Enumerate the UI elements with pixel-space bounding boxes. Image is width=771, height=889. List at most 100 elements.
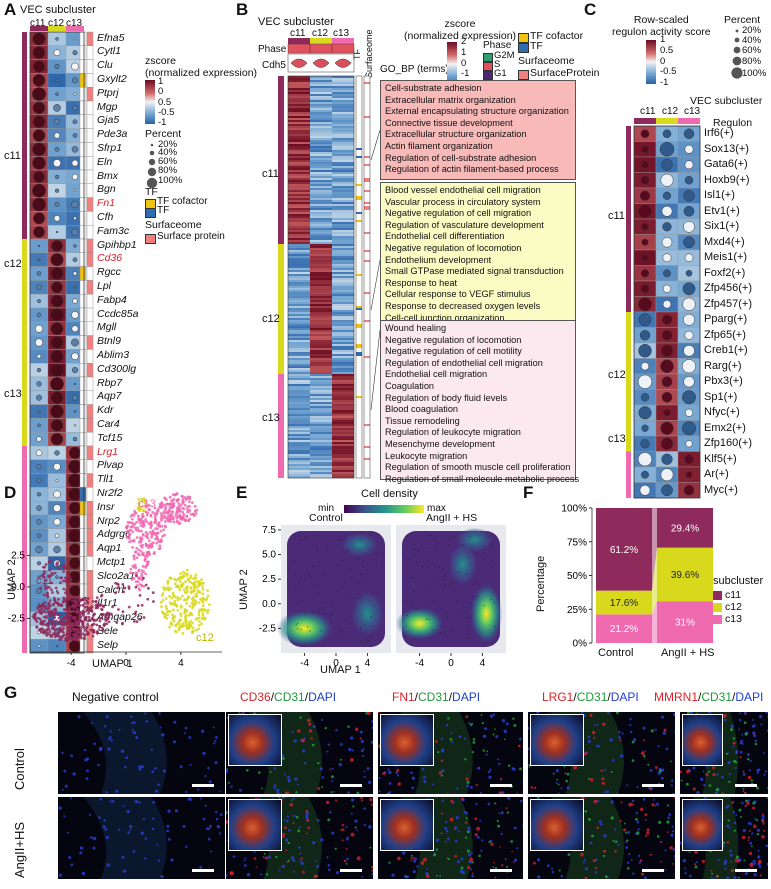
panel-g-nucleus <box>729 853 733 857</box>
panel-c-percent-tick-2: 40% <box>742 35 762 46</box>
panel-g-marker <box>420 861 425 865</box>
panel-d-point <box>100 608 104 612</box>
panel-b-heat-cell <box>288 312 310 315</box>
panel-b-heat-cell <box>332 358 354 361</box>
panel-g-nucleus <box>729 849 732 853</box>
panel-b-heat-cell <box>288 274 310 277</box>
panel-e-point <box>368 640 370 642</box>
panel-g-row-angii: AngII+HS <box>12 821 27 878</box>
panel-a-gene-label: Fabp4 <box>97 293 127 306</box>
panel-a-dot <box>53 490 61 499</box>
panel-b-surface-cell <box>364 130 370 133</box>
panel-b-heat-cell <box>288 412 310 415</box>
panel-g-marker <box>646 828 650 832</box>
panel-d-point <box>180 583 184 587</box>
panel-b-tf-cell <box>356 446 362 449</box>
panel-b-tf-cell <box>356 392 362 395</box>
panel-b-heat-cell <box>310 176 332 179</box>
panel-g-nucleus <box>487 770 491 774</box>
panel-b-heat-cell <box>332 294 354 297</box>
panel-b-heat-cell <box>310 210 332 213</box>
panel-g-nucleus <box>85 777 89 781</box>
panel-b-heat-cell <box>310 186 332 189</box>
panel-d-point <box>176 598 180 602</box>
panel-d-point <box>129 567 133 571</box>
panel-f-legend-swatch-c11 <box>713 591 722 600</box>
panel-b-row-c12: c12 <box>262 313 280 325</box>
panel-a-dot <box>71 62 79 71</box>
panel-g-scale-bar <box>340 869 362 872</box>
panel-g-nucleus <box>766 787 768 790</box>
panel-b-heat-cell <box>310 190 332 193</box>
panel-d-point <box>172 619 176 623</box>
panel-letter-e: E <box>236 483 248 502</box>
panel-f-ytick-label: 0% <box>573 639 588 650</box>
panel-f-data-label: 39.6% <box>671 570 699 581</box>
panel-g-micrograph <box>378 712 523 794</box>
panel-b-heat-cell <box>332 296 354 299</box>
panel-d-point <box>49 610 53 614</box>
panel-b-tf-cell <box>356 474 362 477</box>
panel-b-tf-cell <box>356 228 362 231</box>
panel-b-heat-cell <box>310 472 332 475</box>
panel-g-nucleus <box>631 799 635 803</box>
panel-d-point <box>191 629 195 633</box>
panel-b-heat-cell <box>288 160 310 163</box>
panel-d-point <box>152 600 155 603</box>
panel-a-gene-label: Efna5 <box>97 31 125 44</box>
panel-g-nucleus <box>451 740 454 744</box>
panel-d-point <box>85 599 89 603</box>
panel-b-heat-cell <box>310 140 332 143</box>
panel-b-surface-cell <box>364 358 370 361</box>
panel-d-point <box>131 524 135 528</box>
panel-g-nucleus <box>345 826 348 828</box>
panel-g-marker <box>712 772 716 777</box>
panel-g-nucleus <box>286 819 289 823</box>
panel-b-heat-cell <box>310 452 332 455</box>
panel-d-point <box>83 602 87 606</box>
panel-d-point <box>172 520 176 524</box>
panel-g-cd31 <box>519 767 522 771</box>
panel-d-point <box>171 594 175 598</box>
panel-b-heat-cell <box>310 90 332 93</box>
panel-d-point <box>72 637 75 641</box>
panel-g-nucleus <box>761 814 765 818</box>
panel-d-point <box>177 498 180 502</box>
panel-g-cd31 <box>369 846 372 849</box>
panel-b-surface-cell <box>364 206 370 209</box>
panel-g-cd31 <box>745 799 748 803</box>
panel-a-dot <box>37 423 41 428</box>
panel-d-point <box>117 585 120 589</box>
panel-b-go-term: Tissue remodeling <box>385 415 460 426</box>
panel-e-legend-min: min <box>318 503 335 514</box>
panel-e-point <box>294 572 296 574</box>
panel-b-surface-cell <box>364 362 370 365</box>
panel-g-cd31 <box>744 732 748 736</box>
panel-b-surface-cell <box>364 466 370 469</box>
panel-g-marker <box>654 766 658 770</box>
panel-g-cd31 <box>636 831 640 835</box>
panel-b-go-term: Cell-substrate adhesion <box>385 83 482 93</box>
panel-g-marker <box>743 791 747 794</box>
panel-e-point <box>405 601 408 603</box>
panel-g-nucleus <box>636 785 639 789</box>
panel-a-dot <box>72 436 78 442</box>
panel-a-dot <box>36 354 42 359</box>
panel-g-nucleus <box>560 787 563 790</box>
panel-g-nucleus <box>765 712 768 714</box>
panel-b-surface-cell <box>364 422 370 425</box>
panel-b-heat-cell <box>288 114 310 117</box>
panel-b-heat-cell <box>332 378 354 381</box>
panel-b-surface-cell <box>364 118 370 121</box>
panel-c-dot <box>661 453 673 465</box>
panel-e-point <box>416 561 418 564</box>
panel-g-nucleus <box>471 874 475 878</box>
panel-b-phase-title: Phase <box>483 40 512 51</box>
panel-d-point <box>32 613 36 616</box>
panel-b-tf-cell <box>356 214 362 217</box>
panel-b-heat-cell <box>288 90 310 93</box>
panel-d-point <box>134 585 138 589</box>
panel-b-tf-cell <box>356 414 362 417</box>
panel-e-point <box>432 581 435 583</box>
panel-c-dot <box>683 484 695 496</box>
